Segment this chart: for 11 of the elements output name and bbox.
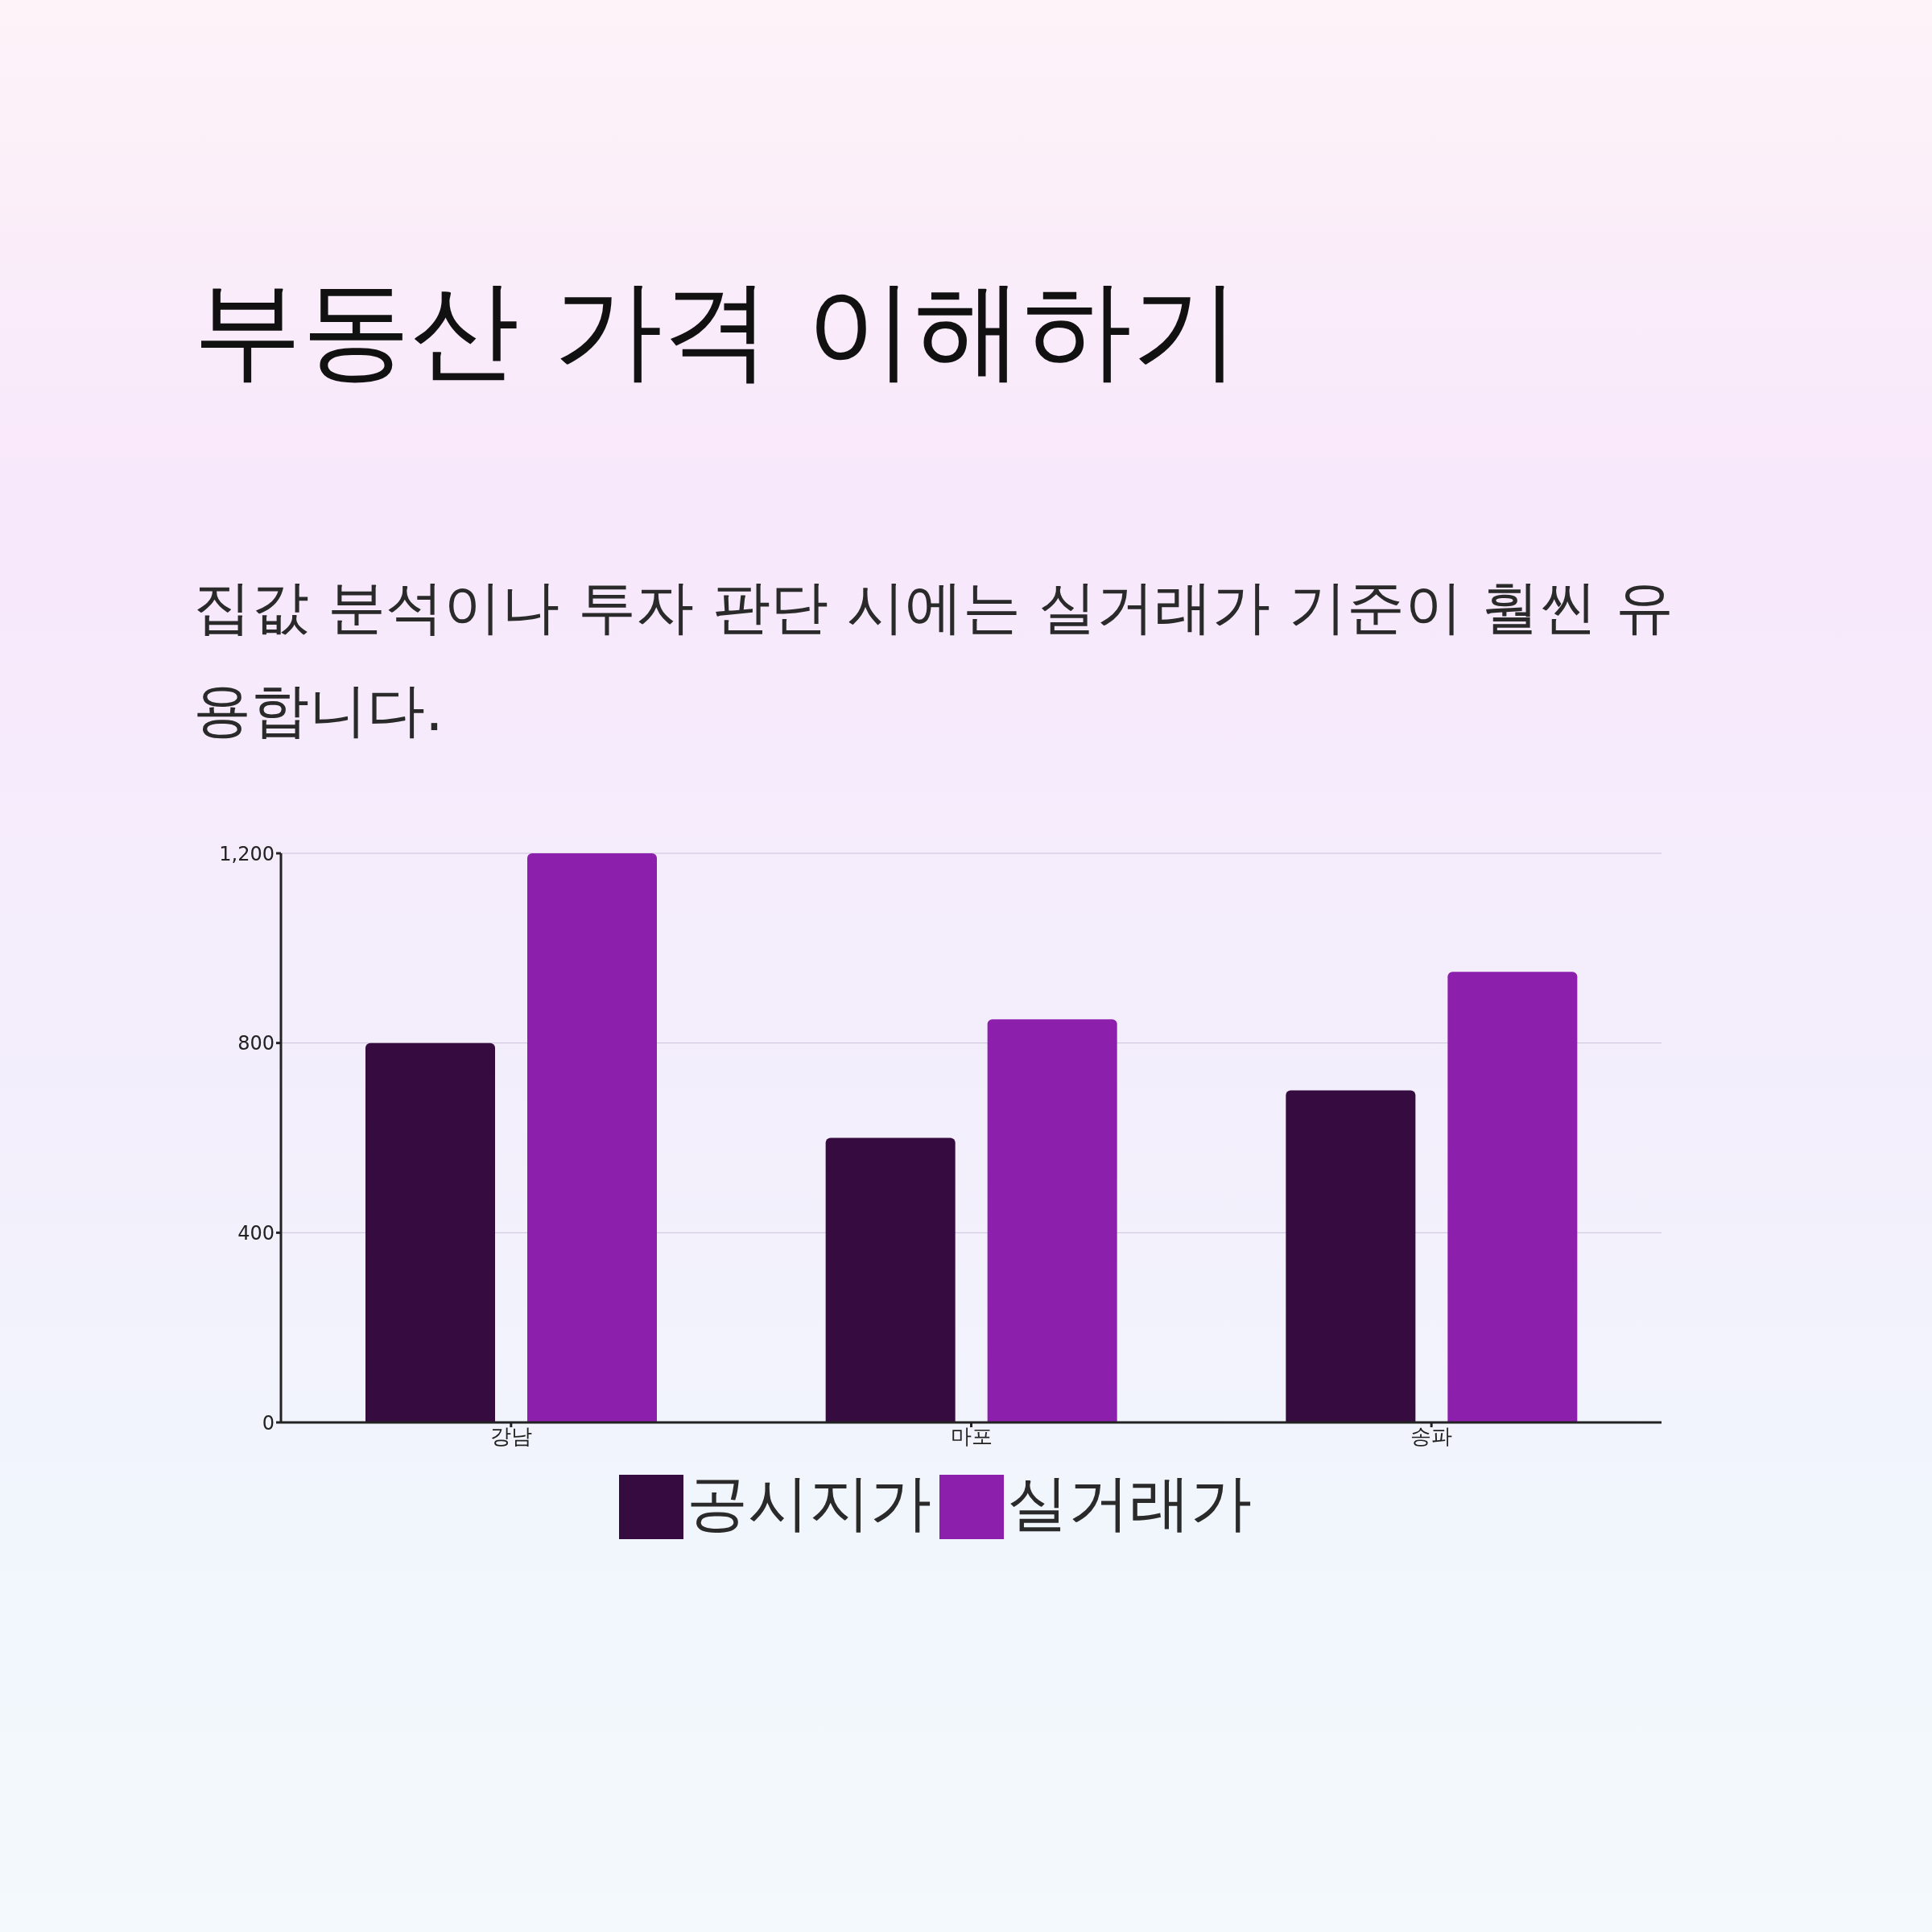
x-tick-label: 마포 [950, 1424, 993, 1449]
y-tick-label: 800 [237, 1032, 275, 1055]
y-tick-label: 400 [237, 1221, 275, 1245]
legend-label: 공시지가 [686, 1467, 931, 1538]
y-tick-label: 1,200 [219, 842, 275, 865]
legend-label: 실거래가 [1006, 1467, 1252, 1538]
x-tick-label: 강남 [489, 1424, 532, 1449]
chart-title: 부동산 가격 이해하기 [193, 266, 1241, 394]
x-tick-label: 송파 [1410, 1424, 1453, 1449]
chart-subtitle: 집값 분석이나 투자 판단 시에는 실거래가 기준이 훨씬 유용합니다. [193, 572, 1675, 745]
y-tick-label: 0 [262, 1411, 275, 1435]
